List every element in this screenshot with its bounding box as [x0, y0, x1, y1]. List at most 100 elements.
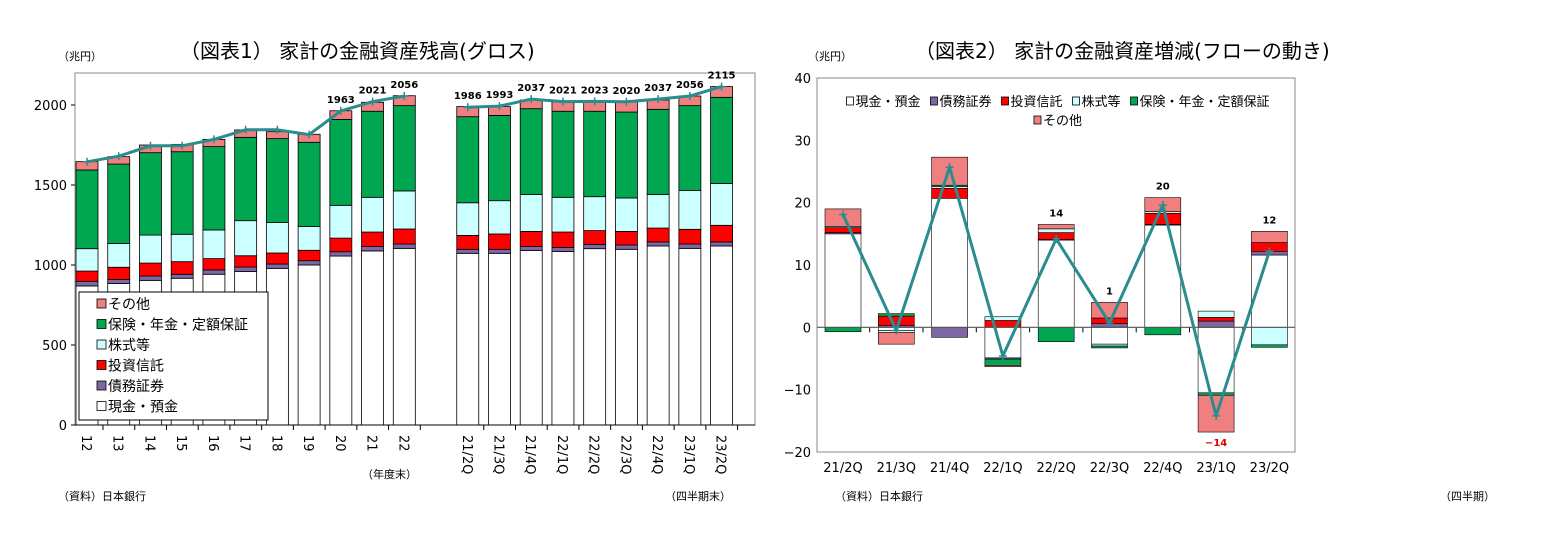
- x-tick-label: 21/2Q: [823, 461, 862, 476]
- legend-swatch--: [96, 401, 107, 411]
- bar-14-投資信託: [139, 262, 162, 277]
- bar-17-債務証券: [234, 266, 258, 272]
- x-tick-label: 15: [173, 435, 188, 452]
- y-tick-label: 20: [794, 197, 811, 212]
- bar-19-投資信託: [297, 249, 321, 262]
- legend-box: [78, 291, 269, 421]
- legend-swatch--: [1001, 96, 1009, 106]
- bar-22-2Q-債務証券: [583, 243, 607, 250]
- y-tick-label: 1000: [34, 259, 67, 274]
- bar-21-4Q-株式等: [519, 194, 543, 232]
- legend-label: 現金・預金: [855, 94, 920, 110]
- bar-21-2Q-現金・預金: [456, 252, 480, 426]
- x-tick-label: 17: [237, 435, 252, 452]
- data-label: 1963: [327, 95, 355, 106]
- bar-13-保険・年金・定額保証: [107, 163, 131, 244]
- bar-23-1Q-債務証券: [1197, 320, 1235, 328]
- bar-22-1Q-株式等: [984, 316, 1022, 321]
- bar-22-2Q-現金・預金: [1037, 239, 1075, 328]
- x-tick-label: 12: [78, 435, 93, 452]
- legend-swatch--: [96, 360, 107, 370]
- bar-20-株式等: [329, 204, 353, 239]
- bar-23-2Q-現金・預金: [710, 245, 733, 426]
- bar-23-1Q-保険・年金・定額保証: [1197, 392, 1235, 396]
- total-marker: [839, 210, 847, 219]
- bar-23-1Q-保険・年金・定額保証: [678, 105, 702, 191]
- bar-12-保険・年金・定額保証: [75, 169, 99, 250]
- total-marker: [717, 82, 726, 91]
- bar-23-1Q-現金・預金: [1197, 327, 1235, 394]
- bar-18-投資信託: [265, 252, 289, 265]
- bar-20-現金・預金: [329, 255, 353, 426]
- bar-14-保険・年金・定額保証: [139, 152, 162, 236]
- left-chart: 0 500 1000 1500 2000 12 13 14 15 16 17 18 19 20 1963 21…: [34, 71, 756, 474]
- bar-21-2Q-投資信託: [456, 234, 480, 250]
- bar-18-株式等: [265, 222, 289, 254]
- bar-22-4Q-投資信託: [646, 227, 670, 243]
- bar-22-1Q-投資信託: [551, 231, 575, 248]
- bar-22-3Q-現金・預金: [615, 248, 638, 426]
- x-tick-label: 22/1Q: [554, 435, 569, 474]
- total-marker: [400, 92, 409, 101]
- legend-label: 現金・預金: [108, 400, 178, 416]
- x-tick-label: 23/2Q: [1250, 461, 1289, 476]
- total-marker: [527, 95, 536, 104]
- legend-label: 保険・年金・定額保証: [1140, 94, 1270, 110]
- right-x-note: （四半期）: [1440, 489, 1495, 503]
- bar-21-3Q-債務証券: [488, 248, 511, 254]
- bar-12-株式等: [75, 248, 99, 272]
- x-tick-label: 18: [268, 435, 283, 452]
- bar-13-投資信託: [107, 266, 131, 280]
- bar-22-2Q-その他: [1037, 224, 1075, 230]
- bar-21-2Q-現金・預金: [824, 233, 862, 328]
- bar-21-4Q-投資信託: [519, 230, 543, 247]
- x-tick-label: 21/4Q: [930, 461, 969, 476]
- x-tick-label: 13: [110, 435, 125, 452]
- bar-21-4Q-保険・年金・定額保証: [519, 108, 543, 195]
- bar-23-2Q-株式等: [710, 182, 733, 226]
- right-source: （資料）日本銀行: [835, 489, 923, 503]
- bar-20-投資信託: [329, 237, 353, 253]
- total-marker: [685, 92, 694, 101]
- bar-20-債務証券: [329, 251, 353, 257]
- bar-22-現金・預金: [392, 247, 416, 426]
- bar-17-株式等: [234, 220, 258, 257]
- legend-label: 保険・年金・定額保証: [108, 318, 248, 334]
- x-tick-label: 19: [300, 435, 315, 452]
- bar-22-3Q-現金・預金: [1091, 327, 1128, 345]
- bar-22-2Q-投資信託: [583, 230, 607, 245]
- bar-19-現金・預金: [297, 264, 321, 426]
- bar-22-4Q-株式等: [646, 194, 670, 229]
- x-tick-label: 22: [395, 435, 410, 452]
- bar-22-2Q-株式等: [1037, 228, 1075, 233]
- bar-21-4Q-債務証券: [519, 246, 543, 252]
- total-marker: [998, 352, 1007, 361]
- bar-22-2Q-株式等: [583, 196, 607, 231]
- legend-label: 株式等: [108, 337, 150, 354]
- bar-21-3Q-株式等: [488, 200, 511, 235]
- x-tick-label: 21/3Q: [877, 461, 916, 476]
- bar-16-株式等: [202, 229, 226, 260]
- x-tick-label: 22/1Q: [983, 461, 1022, 476]
- x-tick-label: 23/1Q: [681, 435, 696, 474]
- bar-23-2Q-投資信託: [710, 224, 733, 243]
- data-label: 2020: [612, 86, 640, 97]
- left-source: （資料）日本銀行: [58, 489, 146, 503]
- data-label: 2037: [517, 83, 545, 94]
- bar-21-3Q-保険・年金・定額保証: [488, 115, 511, 202]
- total-marker: [273, 125, 282, 134]
- bar-18-保険・年金・定額保証: [265, 138, 289, 224]
- bar-23-2Q-その他: [1251, 231, 1288, 243]
- left-y-unit: （兆円）: [58, 50, 102, 63]
- bar-21-4Q-投資信託: [931, 188, 968, 199]
- bar-22-保険・年金・定額保証: [392, 105, 416, 192]
- bar-21-3Q-投資信託: [488, 233, 511, 250]
- legend-label: 債務証券: [108, 379, 164, 395]
- total-marker: [83, 157, 91, 166]
- x-tick-label: 16: [205, 435, 220, 452]
- x-tick-label: 22/2Q: [1036, 461, 1075, 476]
- legend-swatch--: [846, 96, 854, 106]
- bar-20-保険・年金・定額保証: [329, 119, 353, 206]
- bar-22-2Q-保険・年金・定額保証: [1037, 327, 1075, 342]
